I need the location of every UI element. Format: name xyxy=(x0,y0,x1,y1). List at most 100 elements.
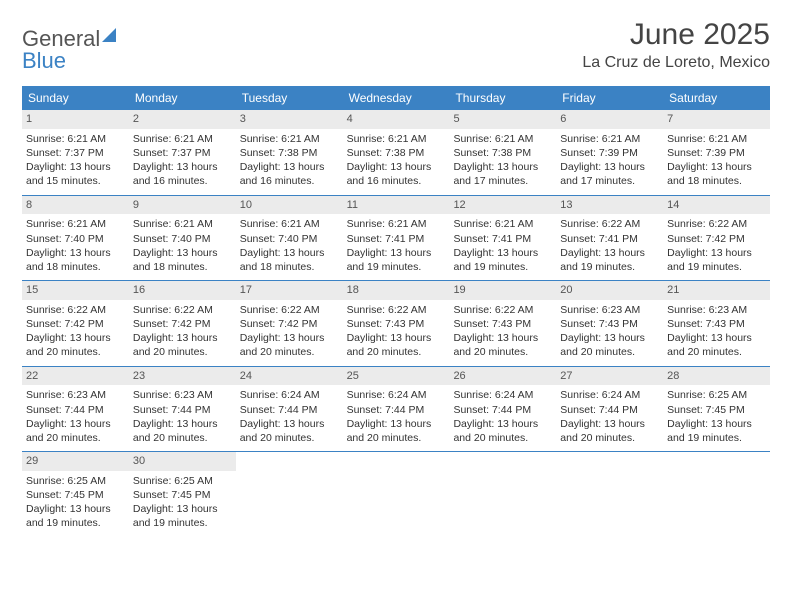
day-cell: 12Sunrise: 6:21 AMSunset: 7:41 PMDayligh… xyxy=(449,196,556,281)
day-info-line: Daylight: 13 hours xyxy=(26,246,125,260)
day-cell: 23Sunrise: 6:23 AMSunset: 7:44 PMDayligh… xyxy=(129,367,236,452)
day-info-line: Sunset: 7:39 PM xyxy=(560,146,659,160)
day-info-line: Sunset: 7:37 PM xyxy=(133,146,232,160)
day-cell: 19Sunrise: 6:22 AMSunset: 7:43 PMDayligh… xyxy=(449,281,556,366)
day-number: 10 xyxy=(236,196,343,215)
day-info-line: Daylight: 13 hours xyxy=(240,417,339,431)
day-cell: 15Sunrise: 6:22 AMSunset: 7:42 PMDayligh… xyxy=(22,281,129,366)
day-header-friday: Friday xyxy=(556,86,663,110)
day-cell: 22Sunrise: 6:23 AMSunset: 7:44 PMDayligh… xyxy=(22,367,129,452)
day-number: 7 xyxy=(663,110,770,129)
day-cell: 16Sunrise: 6:22 AMSunset: 7:42 PMDayligh… xyxy=(129,281,236,366)
day-info-line: Sunset: 7:44 PM xyxy=(560,403,659,417)
day-info-line: Sunrise: 6:24 AM xyxy=(347,388,446,402)
day-info-line: Sunrise: 6:21 AM xyxy=(560,132,659,146)
day-info-line: Daylight: 13 hours xyxy=(347,160,446,174)
day-header-tuesday: Tuesday xyxy=(236,86,343,110)
month-title: June 2025 xyxy=(582,18,770,52)
day-info-line: Sunrise: 6:22 AM xyxy=(26,303,125,317)
day-info-line: and 20 minutes. xyxy=(453,431,552,445)
day-info-line: Sunrise: 6:21 AM xyxy=(26,132,125,146)
day-info-line: Daylight: 13 hours xyxy=(347,331,446,345)
day-info-line: Daylight: 13 hours xyxy=(560,246,659,260)
week-row: 1Sunrise: 6:21 AMSunset: 7:37 PMDaylight… xyxy=(22,110,770,196)
day-number: 9 xyxy=(129,196,236,215)
logo-triangle-icon xyxy=(102,28,116,42)
day-number: 29 xyxy=(22,452,129,471)
day-info-line: Sunrise: 6:22 AM xyxy=(667,217,766,231)
day-info-line: Daylight: 13 hours xyxy=(667,417,766,431)
day-cell: 17Sunrise: 6:22 AMSunset: 7:42 PMDayligh… xyxy=(236,281,343,366)
day-cell: 2Sunrise: 6:21 AMSunset: 7:37 PMDaylight… xyxy=(129,110,236,195)
day-info-line: and 20 minutes. xyxy=(347,431,446,445)
day-info-line: Daylight: 13 hours xyxy=(347,246,446,260)
day-info-line: Sunset: 7:43 PM xyxy=(347,317,446,331)
day-info-line: Sunrise: 6:21 AM xyxy=(240,217,339,231)
day-info-line: Sunset: 7:38 PM xyxy=(240,146,339,160)
day-header-monday: Monday xyxy=(129,86,236,110)
day-info-line: and 20 minutes. xyxy=(26,431,125,445)
day-info-line: Daylight: 13 hours xyxy=(133,417,232,431)
day-info-line: Sunrise: 6:21 AM xyxy=(667,132,766,146)
day-header-thursday: Thursday xyxy=(449,86,556,110)
day-number: 1 xyxy=(22,110,129,129)
day-info-line: and 18 minutes. xyxy=(240,260,339,274)
day-info-line: Sunrise: 6:24 AM xyxy=(453,388,552,402)
day-cell: 24Sunrise: 6:24 AMSunset: 7:44 PMDayligh… xyxy=(236,367,343,452)
day-header-row: Sunday Monday Tuesday Wednesday Thursday… xyxy=(22,86,770,110)
day-cell: 28Sunrise: 6:25 AMSunset: 7:45 PMDayligh… xyxy=(663,367,770,452)
day-info-line: Sunset: 7:45 PM xyxy=(26,488,125,502)
day-info-line: Sunset: 7:40 PM xyxy=(240,232,339,246)
day-info-line: Sunrise: 6:25 AM xyxy=(26,474,125,488)
day-info-line: Sunrise: 6:23 AM xyxy=(560,303,659,317)
day-info-line: Daylight: 13 hours xyxy=(347,417,446,431)
day-info-line: Sunrise: 6:21 AM xyxy=(347,132,446,146)
day-info-line: Sunrise: 6:22 AM xyxy=(133,303,232,317)
day-info-line: Sunset: 7:40 PM xyxy=(26,232,125,246)
day-number: 28 xyxy=(663,367,770,386)
day-number: 11 xyxy=(343,196,450,215)
day-number: 15 xyxy=(22,281,129,300)
day-info-line: and 17 minutes. xyxy=(453,174,552,188)
day-header-sunday: Sunday xyxy=(22,86,129,110)
day-info-line: Sunrise: 6:23 AM xyxy=(667,303,766,317)
day-info-line: and 19 minutes. xyxy=(667,260,766,274)
calendar: Sunday Monday Tuesday Wednesday Thursday… xyxy=(22,86,770,537)
day-info-line: Daylight: 13 hours xyxy=(26,417,125,431)
day-number: 21 xyxy=(663,281,770,300)
day-info-line: Sunset: 7:42 PM xyxy=(667,232,766,246)
day-info-line: Sunset: 7:43 PM xyxy=(560,317,659,331)
day-cell: 14Sunrise: 6:22 AMSunset: 7:42 PMDayligh… xyxy=(663,196,770,281)
day-info-line: Sunset: 7:39 PM xyxy=(667,146,766,160)
day-cell: 27Sunrise: 6:24 AMSunset: 7:44 PMDayligh… xyxy=(556,367,663,452)
day-cell: 5Sunrise: 6:21 AMSunset: 7:38 PMDaylight… xyxy=(449,110,556,195)
day-info-line: Daylight: 13 hours xyxy=(133,502,232,516)
day-cell: 7Sunrise: 6:21 AMSunset: 7:39 PMDaylight… xyxy=(663,110,770,195)
logo: General Blue xyxy=(22,18,116,72)
day-cell: 11Sunrise: 6:21 AMSunset: 7:41 PMDayligh… xyxy=(343,196,450,281)
day-info-line: Sunrise: 6:21 AM xyxy=(453,132,552,146)
day-cell: 8Sunrise: 6:21 AMSunset: 7:40 PMDaylight… xyxy=(22,196,129,281)
day-info-line: Sunrise: 6:21 AM xyxy=(133,132,232,146)
day-info-line: Sunrise: 6:21 AM xyxy=(453,217,552,231)
day-info-line: and 20 minutes. xyxy=(560,345,659,359)
day-info-line: Sunset: 7:44 PM xyxy=(133,403,232,417)
day-cell: 13Sunrise: 6:22 AMSunset: 7:41 PMDayligh… xyxy=(556,196,663,281)
day-info-line: and 20 minutes. xyxy=(26,345,125,359)
day-info-line: and 20 minutes. xyxy=(240,431,339,445)
day-info-line: and 20 minutes. xyxy=(133,345,232,359)
day-info-line: Sunrise: 6:22 AM xyxy=(240,303,339,317)
week-row: 22Sunrise: 6:23 AMSunset: 7:44 PMDayligh… xyxy=(22,367,770,453)
day-cell: 20Sunrise: 6:23 AMSunset: 7:43 PMDayligh… xyxy=(556,281,663,366)
day-info-line: Daylight: 13 hours xyxy=(560,331,659,345)
day-info-line: Sunset: 7:45 PM xyxy=(667,403,766,417)
day-cell: 25Sunrise: 6:24 AMSunset: 7:44 PMDayligh… xyxy=(343,367,450,452)
day-info-line: and 16 minutes. xyxy=(347,174,446,188)
day-info-line: Sunrise: 6:24 AM xyxy=(560,388,659,402)
day-number: 19 xyxy=(449,281,556,300)
day-info-line: and 18 minutes. xyxy=(667,174,766,188)
day-info-line: Sunset: 7:42 PM xyxy=(26,317,125,331)
day-number: 4 xyxy=(343,110,450,129)
day-cell: 1Sunrise: 6:21 AMSunset: 7:37 PMDaylight… xyxy=(22,110,129,195)
day-info-line: Sunrise: 6:23 AM xyxy=(26,388,125,402)
